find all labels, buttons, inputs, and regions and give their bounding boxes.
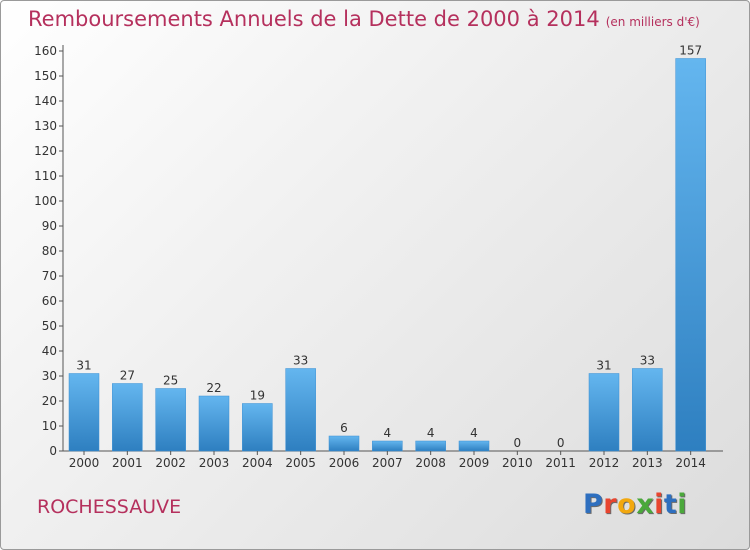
logo-letter: r [603,489,618,520]
bar-value-label: 31 [76,359,91,373]
bar-value-label: 19 [250,389,265,403]
bar [588,373,620,452]
logo-letter: t [663,489,678,520]
bar-value-label: 33 [640,354,655,368]
bar [372,440,403,452]
bar [242,403,273,452]
bar-value-label: 31 [596,359,611,373]
bar [155,388,186,452]
x-tick-label: 2006 [329,456,360,470]
y-tick-label: 90 [42,219,57,233]
y-tick-label: 120 [34,144,57,158]
x-tick-label: 2004 [242,456,273,470]
bar-value-label: 33 [293,354,308,368]
bar-value-label: 27 [120,369,135,383]
x-tick-label: 2014 [675,456,706,470]
y-tick-label: 150 [34,69,57,83]
x-tick-label: 2011 [545,456,576,470]
y-tick-label: 30 [42,369,57,383]
bar [675,58,706,452]
x-tick-label: 2012 [589,456,620,470]
x-tick-label: 2013 [632,456,663,470]
bar [285,368,316,452]
bar-value-label: 4 [470,426,478,440]
bar-value-label: 4 [384,426,392,440]
bar-value-label: 0 [514,436,522,450]
bar [112,383,143,452]
bar-value-label: 6 [340,421,348,435]
logo-letter: o [617,489,637,520]
chart-unit: (en milliers d'€) [605,15,700,29]
bar [328,435,360,452]
y-tick-label: 140 [34,94,57,108]
bar [198,395,230,452]
proxiti-logo: Proxiti [583,489,687,520]
chart-title: Remboursements Annuels de la Dette de 20… [28,7,700,31]
y-tick-label: 130 [34,119,57,133]
bar [458,440,490,452]
y-tick-label: 160 [34,44,57,58]
y-tick-label: 70 [42,269,57,283]
bar [68,373,100,452]
y-tick-label: 10 [42,419,57,433]
x-tick-label: 2008 [415,456,446,470]
y-tick-label: 50 [42,319,57,333]
bar-value-label: 22 [206,381,221,395]
bar-value-label: 0 [557,436,565,450]
y-tick-label: 100 [34,194,57,208]
y-tick-label: 60 [42,294,57,308]
y-tick-label: 0 [49,444,57,458]
x-tick-label: 2007 [372,456,403,470]
x-tick-label: 2000 [69,456,100,470]
bar [415,440,446,452]
x-tick-label: 2002 [155,456,186,470]
logo-letter: i [677,489,688,520]
logo-letter: i [654,489,664,520]
bar [632,368,663,452]
y-tick-label: 20 [42,394,57,408]
x-tick-label: 2005 [285,456,316,470]
y-tick-label: 110 [34,169,57,183]
y-tick-label: 80 [42,244,57,258]
x-tick-label: 2009 [459,456,490,470]
logo-letter: x [636,489,655,520]
bar-value-label: 157 [679,44,702,58]
x-tick-label: 2001 [112,456,143,470]
bar-value-label: 4 [427,426,435,440]
commune-name: ROCHESSAUVE [37,496,182,518]
y-tick-label: 40 [42,344,57,358]
chart-title-text: Remboursements Annuels de la Dette de 20… [28,7,600,31]
bar-value-label: 25 [163,374,178,388]
x-tick-label: 2010 [502,456,533,470]
x-tick-label: 2003 [199,456,230,470]
logo-letter: P [583,489,604,520]
